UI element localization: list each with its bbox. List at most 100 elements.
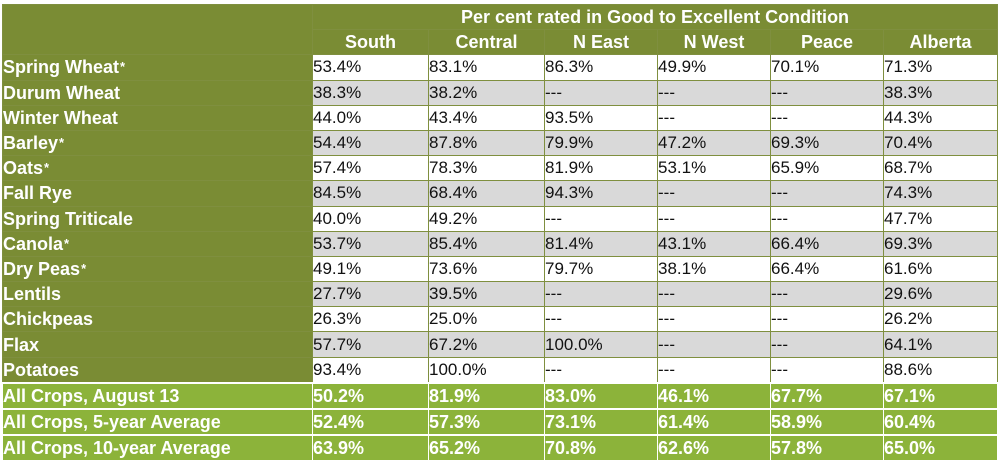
asterisk-mark: * <box>59 135 65 151</box>
summary-value-cell: 57.8% <box>770 434 884 461</box>
value-cell: 94.3% <box>544 180 658 207</box>
value-cell: 84.5% <box>312 180 429 207</box>
value-cell: 64.1% <box>882 331 999 358</box>
value-cell: --- <box>544 79 658 106</box>
column-header-alberta: Alberta <box>882 29 999 56</box>
value-cell: 57.7% <box>312 331 429 358</box>
table-row: Winter Wheat 44.0% 43.4% 93.5% --- --- 44.3% <box>2 104 999 131</box>
value-cell: 53.4% <box>312 54 429 81</box>
value-cell: 68.4% <box>428 180 545 207</box>
value-cell: 86.3% <box>544 54 658 81</box>
summary-value-cell: 65.2% <box>428 434 545 461</box>
asterisk-mark: * <box>44 160 50 176</box>
value-cell: --- <box>657 205 771 232</box>
value-cell: 44.0% <box>312 104 429 131</box>
summary-value-cell: 63.9% <box>312 434 429 461</box>
value-cell: --- <box>657 331 771 358</box>
crop-name: Spring Wheat <box>3 57 119 78</box>
value-cell: --- <box>770 79 884 106</box>
value-cell: 74.3% <box>882 180 999 207</box>
table-row: Fall Rye 84.5% 68.4% 94.3% --- --- 74.3% <box>2 180 999 207</box>
table-row: Dry Peas* 49.1% 73.6% 79.7% 38.1% 66.4% 61.6% <box>2 255 999 283</box>
value-cell: --- <box>770 281 884 308</box>
summary-value-cell: 65.0% <box>882 434 999 461</box>
value-cell: 65.9% <box>770 155 884 182</box>
value-cell: 43.1% <box>657 230 771 257</box>
value-cell: 93.5% <box>544 104 658 131</box>
summary-value-cell: 46.1% <box>657 381 771 410</box>
crop-name: Barley <box>3 133 59 154</box>
value-cell: 67.2% <box>428 331 545 358</box>
value-cell: 85.4% <box>428 230 545 257</box>
table-row: Durum Wheat 38.3% 38.2% --- --- --- 38.3% <box>2 79 999 106</box>
crop-name: Winter Wheat <box>3 107 118 128</box>
column-header-peace: Peace <box>770 29 884 56</box>
table-row: Oats* 57.4% 78.3% 81.9% 53.1% 65.9% 68.7% <box>2 155 999 182</box>
table-body: Spring Wheat* 53.4% 83.1% 86.3% 49.9% 70.1% 71… <box>2 54 999 461</box>
value-cell: 39.5% <box>428 281 545 308</box>
asterisk-mark: * <box>120 59 126 75</box>
value-cell: 73.6% <box>428 255 545 283</box>
table-row: Barley* 54.4% 87.8% 79.9% 47.2% 69.3% 70.4% <box>2 129 999 157</box>
value-cell: --- <box>544 281 658 308</box>
summary-value-cell: 60.4% <box>882 407 999 436</box>
value-cell: --- <box>544 205 658 232</box>
value-cell: 100.0% <box>544 331 658 358</box>
value-cell: 61.6% <box>882 255 999 283</box>
value-cell: 81.9% <box>544 155 658 182</box>
value-cell: 54.4% <box>312 129 429 157</box>
crop-name-cell: Flax <box>2 331 313 358</box>
crop-name: Lentils <box>3 284 62 305</box>
value-cell: --- <box>657 79 771 106</box>
column-header-n-west: N West <box>657 29 771 56</box>
value-cell: 88.6% <box>882 356 999 384</box>
column-header-central: Central <box>428 29 545 56</box>
value-cell: --- <box>770 356 884 384</box>
crop-name-cell: Durum Wheat <box>2 79 313 106</box>
crop-name: Potatoes <box>3 359 80 380</box>
value-cell: 57.4% <box>312 155 429 182</box>
value-cell: 27.7% <box>312 281 429 308</box>
value-cell: 44.3% <box>882 104 999 131</box>
value-cell: --- <box>544 356 658 384</box>
asterisk-mark: * <box>64 235 70 251</box>
summary-value-cell: 83.0% <box>544 381 658 410</box>
crop-name: Oats <box>3 158 44 179</box>
value-cell: 81.4% <box>544 230 658 257</box>
crop-name: Dry Peas <box>3 258 81 279</box>
value-cell: --- <box>770 180 884 207</box>
crop-name-cell: Fall Rye <box>2 180 313 207</box>
value-cell: 70.1% <box>770 54 884 81</box>
table-corner <box>2 3 313 56</box>
summary-row: All Crops, August 13 50.2% 81.9% 83.0% 46.1%… <box>2 381 999 410</box>
crop-name-cell: Spring Wheat* <box>2 54 313 81</box>
table-row: Spring Wheat* 53.4% 83.1% 86.3% 49.9% 70.1% 71… <box>2 54 999 81</box>
value-cell: 25.0% <box>428 306 545 333</box>
table-title: Per cent rated in Good to Excellent Cond… <box>311 3 999 31</box>
crop-name-cell: Spring Triticale <box>2 205 313 232</box>
value-cell: 53.1% <box>657 155 771 182</box>
summary-value-cell: 61.4% <box>657 407 771 436</box>
crop-name-cell: Winter Wheat <box>2 104 313 131</box>
crop-name: Spring Triticale <box>3 208 134 229</box>
value-cell: 79.9% <box>544 129 658 157</box>
crop-name: Fall Rye <box>3 183 73 204</box>
table-row: Lentils 27.7% 39.5% --- --- --- 29.6% <box>2 281 999 308</box>
value-cell: --- <box>770 104 884 131</box>
value-cell: 79.7% <box>544 255 658 283</box>
crop-name-cell: Chickpeas <box>2 306 313 333</box>
summary-value-cell: 70.8% <box>544 434 658 461</box>
asterisk-mark: * <box>81 260 87 276</box>
value-cell: --- <box>657 180 771 207</box>
summary-value-cell: 62.6% <box>657 434 771 461</box>
value-cell: 69.3% <box>882 230 999 257</box>
value-cell: 47.7% <box>882 205 999 232</box>
column-header-south: South <box>312 29 429 56</box>
crop-name-cell: Oats* <box>2 155 313 182</box>
value-cell: --- <box>770 306 884 333</box>
summary-value-cell: 58.9% <box>770 407 884 436</box>
value-cell: 78.3% <box>428 155 545 182</box>
value-cell: 49.9% <box>657 54 771 81</box>
value-cell: --- <box>657 356 771 384</box>
value-cell: 38.3% <box>882 79 999 106</box>
